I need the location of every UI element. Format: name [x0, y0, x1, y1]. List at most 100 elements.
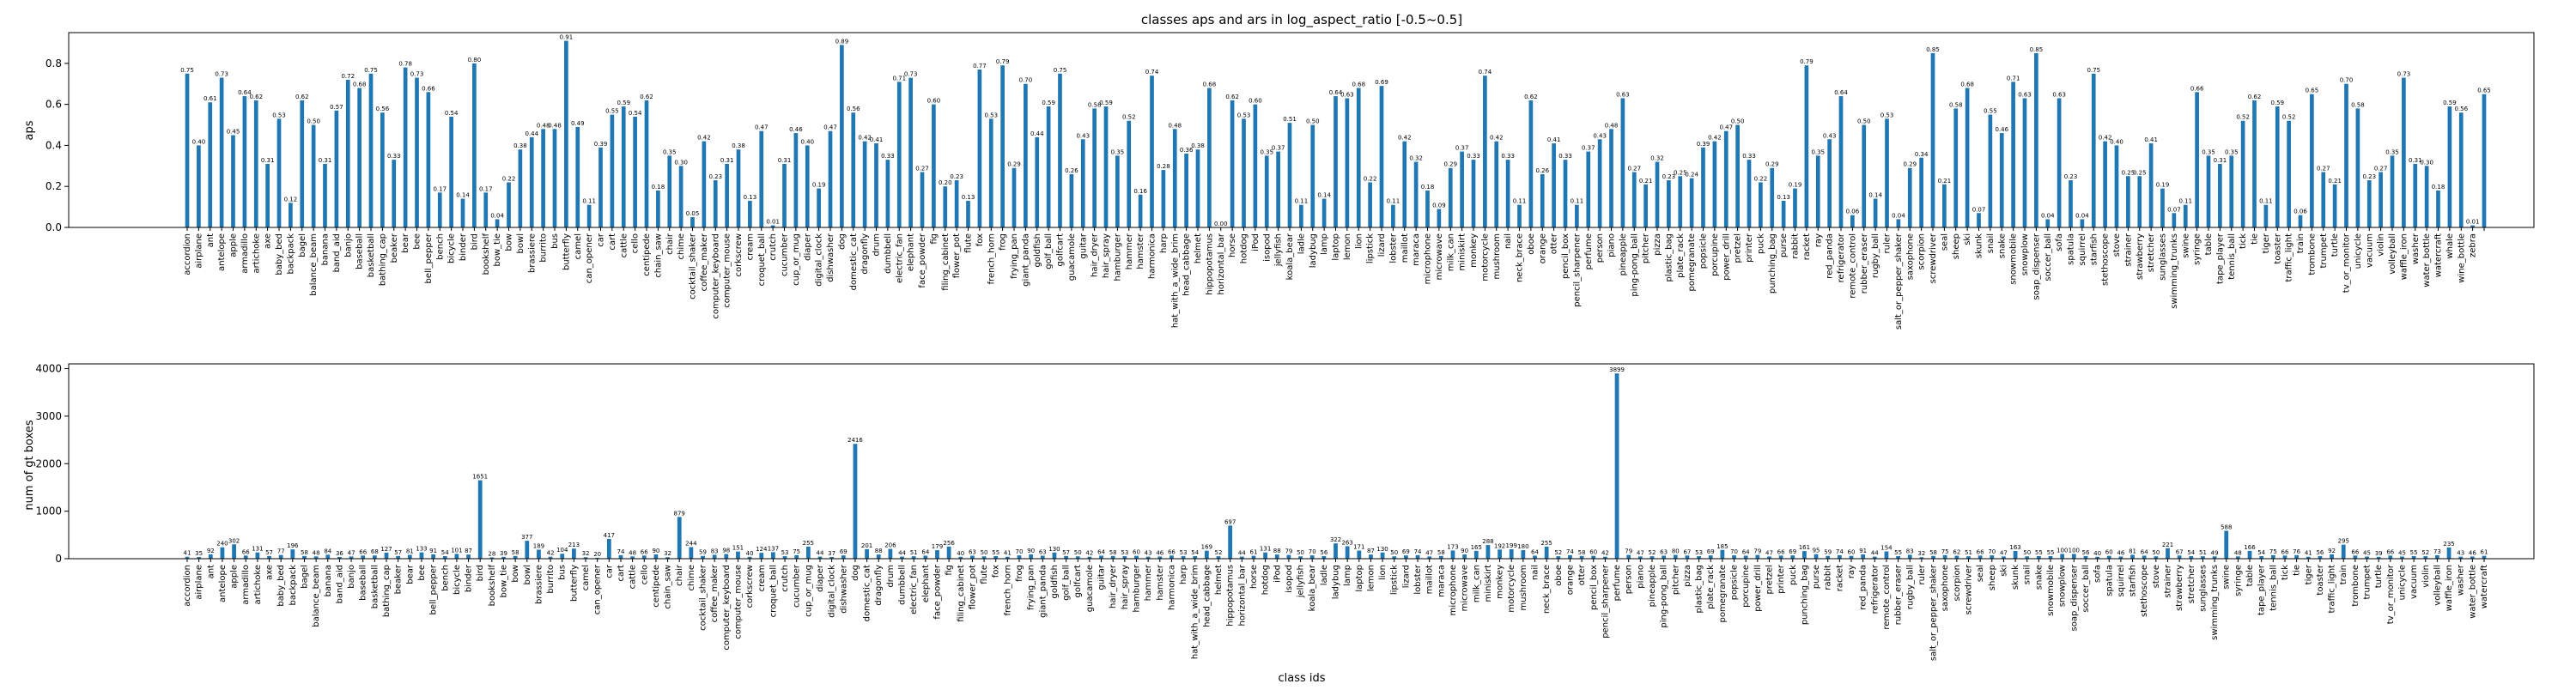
x-tick-label: french_horn: [1003, 565, 1012, 615]
data-label: 70: [1016, 548, 1024, 555]
data-label: 165: [1471, 544, 1482, 551]
data-label: 50: [2023, 549, 2031, 556]
bar: [1626, 554, 1631, 559]
data-label: 66: [1977, 548, 1984, 555]
x-tick-label: racket: [1835, 565, 1844, 591]
bar: [1965, 88, 1970, 227]
bar: [1701, 147, 1705, 227]
bar: [1988, 114, 1993, 227]
x-tick-label: sheep: [1988, 565, 1997, 590]
data-label: 0.04: [2075, 212, 2089, 219]
bar: [1919, 157, 1923, 227]
data-label: 0.61: [204, 95, 217, 102]
x-tick-label: dog: [837, 233, 847, 250]
bar: [1064, 555, 1068, 559]
bar: [1161, 170, 1166, 227]
data-label: 0.65: [2477, 88, 2491, 94]
x-tick-label: horizontal_bar: [1237, 564, 1247, 626]
bar: [1402, 141, 1407, 227]
bar: [1872, 556, 1877, 559]
x-tick-label: diaper: [803, 233, 812, 261]
bar: [606, 538, 611, 559]
bar: [958, 556, 963, 559]
x-tick-label: chime: [687, 565, 696, 591]
data-label: 74: [1836, 548, 1844, 555]
bar: [2306, 556, 2311, 559]
x-tick-label: golf_ball: [1062, 565, 1072, 601]
data-label: 0.04: [490, 212, 504, 219]
x-tick-label: motorcycle: [1480, 233, 1490, 281]
data-label: 0.63: [1616, 91, 1630, 98]
bar: [678, 166, 683, 227]
x-tick-label: rabbit: [1824, 565, 1833, 590]
x-tick-label: watercraft: [2480, 565, 2489, 608]
data-label: 32: [1917, 550, 1925, 557]
bar: [2025, 556, 2030, 559]
data-label: 0.32: [1650, 155, 1664, 162]
data-label: 0.13: [1777, 194, 1790, 201]
bar: [2189, 556, 2194, 559]
data-label: 0.11: [1295, 198, 1309, 205]
bar: [1620, 98, 1625, 227]
x-tick-label: purse: [1779, 233, 1789, 257]
y-tick-label: 4000: [35, 363, 62, 375]
data-label: 0.37: [1455, 145, 1469, 152]
x-tick-label: bird: [476, 565, 485, 581]
y-tick-label: 0.2: [46, 180, 62, 192]
x-tick-label: pineapple: [1619, 233, 1628, 275]
x-tick-label: croquet_ball: [757, 233, 767, 286]
x-tick-label: dishwasher: [826, 233, 835, 282]
data-label: 47: [1637, 549, 1644, 556]
bar: [313, 556, 319, 559]
x-tick-label: purse: [1812, 565, 1821, 589]
data-label: 52: [1554, 549, 1562, 556]
x-tick-label: lobster: [1413, 564, 1423, 595]
x-tick-label: tape_player: [2215, 233, 2225, 284]
bar: [1563, 160, 1568, 227]
bar: [1345, 546, 1350, 559]
bar: [265, 163, 270, 227]
x-tick-label: bathing_cap: [378, 233, 387, 286]
data-label: 0.23: [708, 173, 722, 180]
x-tick-label: bee: [417, 565, 427, 581]
data-label: 57: [1062, 549, 1070, 556]
x-tick-label: laptop: [1332, 233, 1341, 261]
data-label: 0.79: [1800, 58, 1814, 65]
bar: [2212, 556, 2217, 559]
bar: [1919, 557, 1924, 559]
bar: [1216, 556, 1221, 559]
data-label: 80: [1672, 548, 1680, 555]
x-tick-label: tie: [2251, 233, 2260, 245]
x-tick-label: whale: [2445, 233, 2455, 259]
bar: [932, 104, 936, 227]
bar: [1181, 556, 1186, 559]
bar: [1720, 549, 1725, 559]
x-tick-label: digital_clock: [828, 565, 837, 618]
bar: [583, 557, 588, 559]
bar: [2106, 555, 2111, 559]
bar: [1953, 108, 1959, 228]
bar: [1990, 555, 1995, 559]
data-label: 0.72: [341, 73, 355, 80]
top-x-tick-labels: accordion airplane ant antelope apple armadil…: [183, 227, 2485, 330]
x-tick-label: swimming_trunks: [2170, 233, 2179, 309]
bar: [242, 96, 247, 227]
bar: [610, 114, 615, 227]
bar: [1157, 556, 1163, 559]
x-tick-label: mushroom: [1519, 565, 1528, 611]
x-tick-label: frog: [1015, 565, 1024, 582]
data-label: 35: [195, 550, 203, 557]
bar: [513, 555, 518, 559]
bar: [1471, 160, 1476, 227]
data-label: 3899: [1609, 366, 1625, 373]
bar: [1334, 96, 1338, 227]
data-label: 52: [1215, 549, 1223, 556]
bar: [977, 70, 982, 227]
bar: [2083, 555, 2088, 559]
data-label: 0.52: [2282, 114, 2296, 121]
x-tick-label: oboe: [1554, 565, 1564, 586]
bar: [2458, 556, 2464, 559]
x-tick-label: drum: [872, 233, 882, 257]
bar: [1012, 167, 1017, 227]
